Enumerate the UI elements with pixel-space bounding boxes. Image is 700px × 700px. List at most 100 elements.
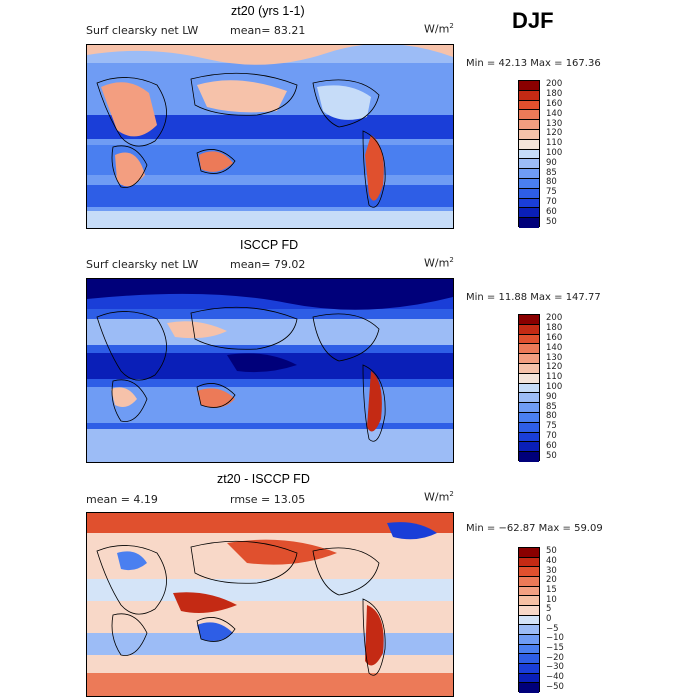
panel2-map [86,278,454,463]
colorbar-tick-label: 140 [546,108,563,119]
panel1-minmax: Min = 42.13 Max = 167.36 [466,58,601,69]
panel2-units: W/m2 [424,256,454,270]
colorbar-tick-label: 40 [546,556,557,566]
panel2-mean-label: mean= 79.02 [230,258,306,271]
colorbar-tick-label: 50 [546,450,557,461]
colorbar-swatch [519,363,539,374]
colorbar-swatch [519,81,539,91]
colorbar-tick-label: 130 [546,118,563,129]
colorbar-swatch [519,373,539,384]
colorbar-tick-label: 100 [546,382,563,392]
colorbar-swatch [519,634,539,645]
colorbar-swatch [519,139,539,150]
colorbar-tick-label: −15 [546,643,564,653]
colorbar-tick-label: −10 [546,633,564,644]
panel1-colorbar [518,80,540,228]
colorbar-swatch [519,422,539,433]
panel1-map [86,44,454,229]
colorbar-tick-label: −50 [546,681,564,692]
colorbar-swatch [519,129,539,140]
colorbar-tick-label: −20 [546,652,564,663]
colorbar-swatch [519,315,539,325]
colorbar-tick-label: 120 [546,362,563,373]
colorbar-swatch [519,344,539,355]
colorbar-swatch [519,412,539,423]
colorbar-swatch [519,178,539,189]
colorbar-tick-label: −5 [546,623,559,634]
panel1-units: W/m2 [424,22,454,36]
colorbar-swatch [519,188,539,199]
colorbar-swatch [519,615,539,626]
colorbar-swatch [519,383,539,394]
panel1-field-label: Surf clearsky net LW [86,24,199,37]
colorbar-swatch [519,403,539,413]
colorbar-swatch [519,605,539,616]
season-label: DJF [512,8,554,33]
colorbar-swatch [519,644,539,655]
colorbar-tick-label: 20 [546,575,557,586]
colorbar-swatch [519,159,539,170]
panel2-title: ISCCP FD [240,238,299,252]
colorbar-swatch [519,557,539,568]
colorbar-swatch [519,442,539,453]
colorbar-tick-label: 15 [546,585,557,595]
colorbar-tick-label: 10 [546,594,557,605]
colorbar-tick-label: 50 [546,546,557,557]
panel1-heatmap [87,45,453,228]
panel3-units: W/m2 [424,490,454,504]
colorbar-tick-label: 110 [546,372,563,383]
panel1-mean-label: mean= 83.21 [230,24,306,37]
colorbar-swatch [519,100,539,111]
colorbar-tick-label: 50 [546,216,557,227]
colorbar-tick-label: −30 [546,662,564,673]
panel3-colorbar [518,547,540,693]
colorbar-tick-label: 200 [546,313,563,324]
colorbar-tick-label: 85 [546,401,557,412]
colorbar-tick-label: 5 [546,604,552,615]
colorbar-swatch [519,548,539,558]
colorbar-tick-label: 140 [546,342,563,353]
panel3-title: zt20 - ISCCP FD [217,472,310,486]
colorbar-swatch [519,208,539,219]
panel3-heatmap [87,513,453,696]
panel2-colorbar [518,314,540,462]
colorbar-tick-label: 200 [546,79,563,90]
colorbar-swatch [519,432,539,443]
colorbar-tick-label: −40 [546,672,564,682]
colorbar-tick-label: 160 [546,99,563,109]
colorbar-swatch [519,567,539,577]
colorbar-swatch [519,673,539,684]
panel2-heatmap [87,279,453,462]
colorbar-swatch [519,218,539,228]
colorbar-tick-label: 85 [546,167,557,178]
colorbar-swatch [519,663,539,674]
colorbar-swatch [519,452,539,462]
colorbar-swatch [519,149,539,160]
colorbar-tick-label: 120 [546,128,563,139]
colorbar-swatch [519,625,539,635]
colorbar-tick-label: 80 [546,177,557,188]
colorbar-tick-label: 75 [546,421,557,432]
panel2-field-label: Surf clearsky net LW [86,258,199,271]
panel2-minmax: Min = 11.88 Max = 147.77 [466,292,601,303]
panel3-mean-label: mean = 4.19 [86,493,158,506]
colorbar-tick-label: 30 [546,565,557,576]
colorbar-tick-label: 100 [546,148,563,158]
colorbar-swatch [519,576,539,587]
colorbar-tick-label: 130 [546,352,563,363]
colorbar-tick-label: 80 [546,411,557,422]
colorbar-swatch [519,169,539,179]
colorbar-tick-label: 70 [546,431,557,441]
colorbar-swatch [519,393,539,404]
colorbar-tick-label: 180 [546,89,563,100]
colorbar-swatch [519,334,539,345]
colorbar-swatch [519,654,539,664]
colorbar-tick-label: 60 [546,440,557,451]
panel3-rmse-label: rmse = 13.05 [230,493,306,506]
colorbar-swatch [519,354,539,364]
colorbar-tick-label: 160 [546,333,563,343]
colorbar-swatch [519,90,539,101]
colorbar-tick-label: 90 [546,391,557,402]
colorbar-tick-label: 180 [546,323,563,334]
colorbar-tick-label: 60 [546,206,557,217]
